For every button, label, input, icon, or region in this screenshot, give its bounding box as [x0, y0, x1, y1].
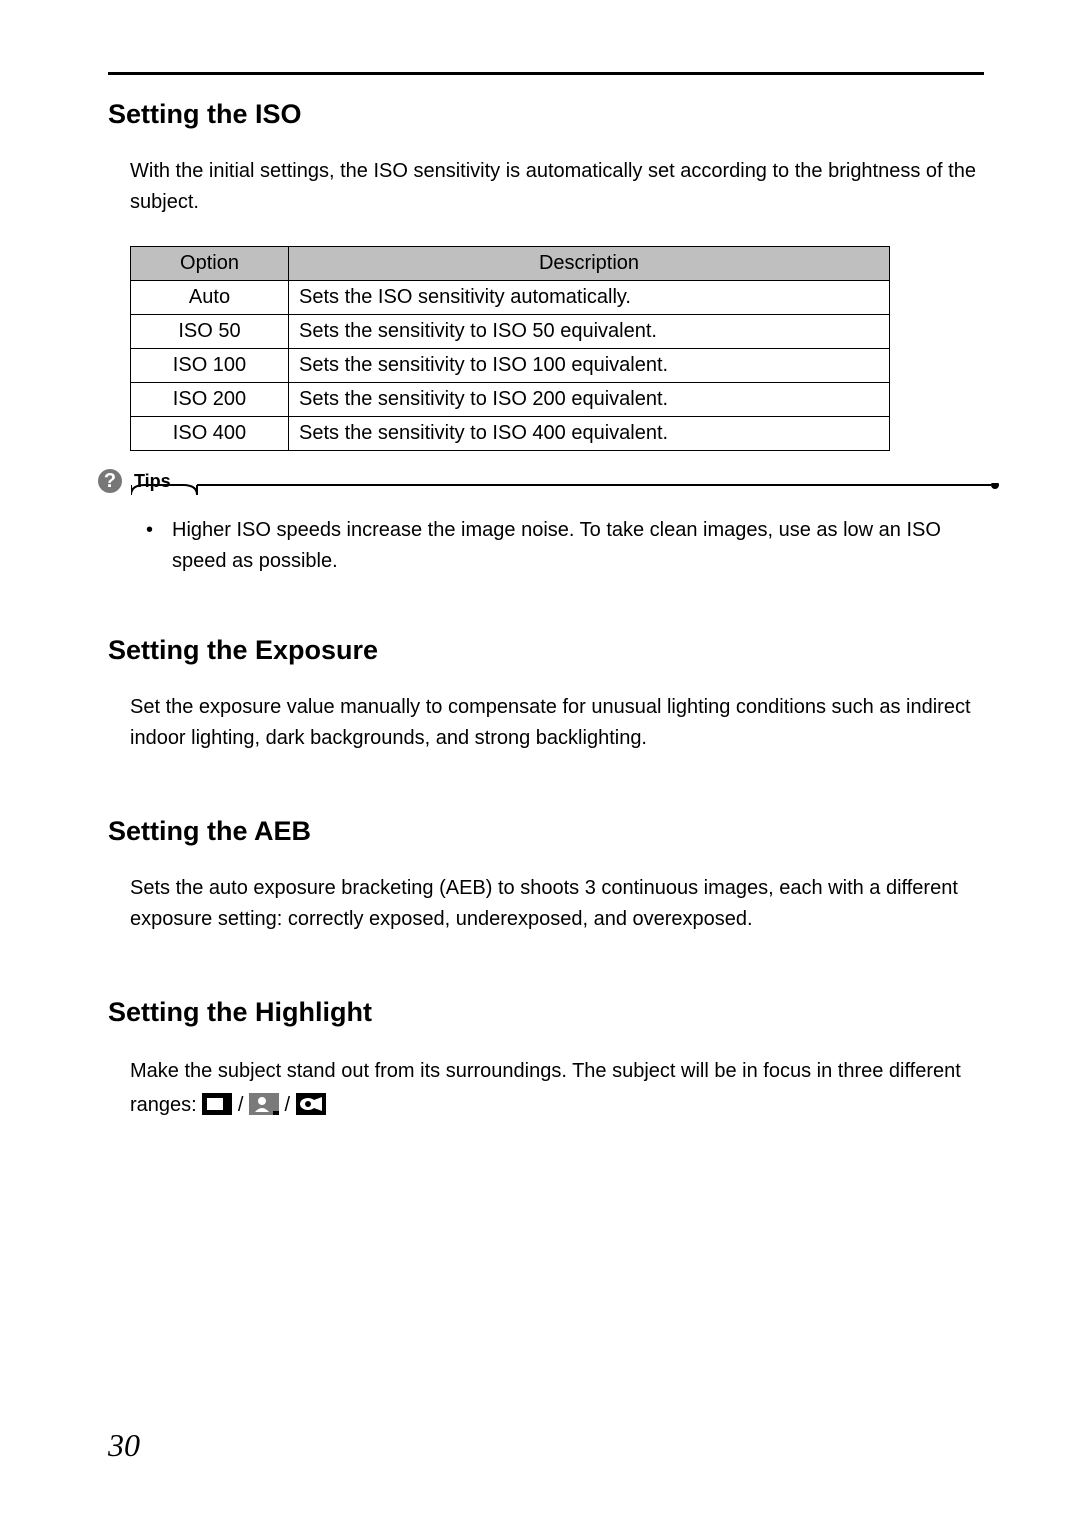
- heading-iso: Setting the ISO: [108, 99, 984, 130]
- cell-description: Sets the sensitivity to ISO 100 equivale…: [289, 349, 890, 383]
- cell-option: ISO 400: [131, 417, 289, 451]
- exposure-block: Set the exposure value manually to compe…: [130, 692, 976, 754]
- top-rule: [108, 72, 984, 75]
- highlight-body: Make the subject stand out from its surr…: [130, 1054, 976, 1126]
- highlight-block: Make the subject stand out from its surr…: [130, 1054, 976, 1126]
- manual-page: Setting the ISO With the initial setting…: [0, 0, 1080, 1528]
- tips-rule-icon: [131, 483, 1001, 501]
- heading-highlight: Setting the Highlight: [108, 997, 984, 1028]
- tip-item: Higher ISO speeds increase the image noi…: [146, 515, 976, 577]
- table-header-row: Option Description: [131, 247, 890, 281]
- heading-exposure: Setting the Exposure: [108, 635, 984, 666]
- icon-separator: /: [285, 1094, 296, 1116]
- cell-description: Sets the sensitivity to ISO 400 equivale…: [289, 417, 890, 451]
- table-row: Auto Sets the ISO sensitivity automatica…: [131, 281, 890, 315]
- aeb-body: Sets the auto exposure bracketing (AEB) …: [130, 873, 976, 935]
- page-number: 30: [108, 1427, 140, 1464]
- cell-description: Sets the sensitivity to ISO 50 equivalen…: [289, 315, 890, 349]
- table-row: ISO 100 Sets the sensitivity to ISO 100 …: [131, 349, 890, 383]
- tips-question-icon: ?: [98, 469, 122, 493]
- table-row: ISO 50 Sets the sensitivity to ISO 50 eq…: [131, 315, 890, 349]
- tips-list: Higher ISO speeds increase the image noi…: [146, 515, 976, 577]
- heading-aeb: Setting the AEB: [108, 816, 984, 847]
- cell-option: ISO 50: [131, 315, 289, 349]
- table-row: ISO 400 Sets the sensitivity to ISO 400 …: [131, 417, 890, 451]
- macro-range-icon: [296, 1092, 326, 1126]
- cell-option: ISO 100: [131, 349, 289, 383]
- iso-table: Option Description Auto Sets the ISO sen…: [130, 246, 890, 451]
- exposure-body: Set the exposure value manually to compe…: [130, 692, 976, 754]
- th-option: Option: [131, 247, 289, 281]
- iso-intro: With the initial settings, the ISO sensi…: [130, 156, 976, 218]
- table-row: ISO 200 Sets the sensitivity to ISO 200 …: [131, 383, 890, 417]
- tips-row: ? Tips: [98, 471, 1006, 497]
- iso-block: With the initial settings, the ISO sensi…: [130, 156, 976, 218]
- th-description: Description: [289, 247, 890, 281]
- portrait-range-icon: [249, 1092, 279, 1126]
- cell-option: Auto: [131, 281, 289, 315]
- cell-option: ISO 200: [131, 383, 289, 417]
- icon-separator: /: [238, 1094, 249, 1116]
- aeb-block: Sets the auto exposure bracketing (AEB) …: [130, 873, 976, 935]
- normal-range-icon: [202, 1092, 232, 1126]
- cell-description: Sets the sensitivity to ISO 200 equivale…: [289, 383, 890, 417]
- cell-description: Sets the ISO sensitivity automatically.: [289, 281, 890, 315]
